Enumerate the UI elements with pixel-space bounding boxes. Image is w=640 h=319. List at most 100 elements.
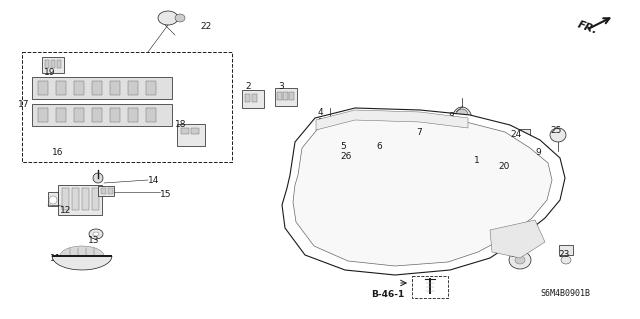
Bar [110, 81, 120, 95]
Bar [101, 188, 106, 194]
Bar [38, 108, 48, 122]
Bar [252, 94, 257, 102]
Bar [56, 81, 66, 95]
Text: 18: 18 [175, 120, 186, 129]
Bar [92, 108, 102, 122]
Circle shape [432, 142, 528, 238]
Bar [22, 52, 232, 162]
Bar [92, 188, 99, 210]
Text: 24: 24 [510, 130, 521, 139]
Ellipse shape [515, 132, 525, 142]
Bar [242, 90, 264, 108]
Bar [516, 163, 521, 171]
Bar [498, 160, 522, 176]
Ellipse shape [457, 121, 467, 131]
Bar [277, 92, 282, 100]
Bar [128, 81, 138, 95]
Bar [191, 128, 199, 134]
Ellipse shape [382, 165, 394, 175]
Bar [521, 240, 526, 247]
Bar [74, 81, 84, 95]
Bar [45, 60, 49, 68]
Ellipse shape [515, 256, 525, 264]
Bar [32, 104, 172, 126]
Bar [342, 138, 358, 148]
Bar [74, 108, 84, 122]
Text: 22: 22 [200, 22, 211, 31]
Ellipse shape [561, 256, 571, 264]
Text: FR.: FR. [576, 20, 599, 36]
Bar [513, 147, 527, 157]
Polygon shape [282, 108, 565, 275]
Text: 8: 8 [448, 112, 454, 121]
Ellipse shape [481, 147, 495, 165]
Ellipse shape [509, 251, 531, 269]
Bar [38, 81, 48, 95]
Text: 5: 5 [340, 142, 346, 151]
Bar [98, 186, 114, 196]
Ellipse shape [422, 140, 434, 150]
Polygon shape [52, 256, 112, 270]
Bar [146, 81, 156, 95]
Bar [559, 245, 573, 255]
Ellipse shape [380, 140, 396, 156]
Ellipse shape [484, 133, 492, 141]
Text: 4: 4 [318, 108, 324, 117]
Text: 6: 6 [376, 142, 381, 151]
Text: 7: 7 [510, 238, 516, 247]
Ellipse shape [93, 232, 99, 236]
Ellipse shape [175, 14, 185, 22]
Ellipse shape [540, 149, 546, 155]
Bar [62, 188, 69, 210]
Ellipse shape [60, 246, 104, 266]
Bar [509, 163, 514, 171]
Text: 26: 26 [340, 152, 351, 161]
Bar [51, 60, 55, 68]
Polygon shape [316, 110, 468, 130]
Bar [289, 92, 294, 100]
Text: 15: 15 [160, 190, 172, 199]
Text: S6M4B0901B: S6M4B0901B [540, 289, 590, 298]
Text: 25: 25 [550, 126, 561, 135]
Bar [92, 81, 102, 95]
Bar [511, 237, 529, 251]
Bar [56, 108, 66, 122]
Text: 2: 2 [245, 82, 251, 91]
Text: B-46-1: B-46-1 [371, 290, 404, 299]
Ellipse shape [89, 229, 103, 239]
Text: 9: 9 [535, 148, 541, 157]
Text: 1: 1 [474, 156, 480, 165]
Bar [181, 128, 189, 134]
Bar [128, 108, 138, 122]
Ellipse shape [452, 107, 472, 133]
Bar [412, 276, 448, 298]
Bar [177, 124, 205, 146]
Bar [275, 88, 297, 106]
Text: 16: 16 [52, 148, 63, 157]
Bar [283, 92, 288, 100]
Text: 7: 7 [416, 128, 422, 137]
Bar [48, 192, 58, 206]
Text: 23: 23 [558, 250, 570, 259]
Circle shape [440, 150, 520, 230]
Bar [245, 94, 250, 102]
Ellipse shape [158, 11, 178, 25]
Bar [57, 60, 61, 68]
Bar [32, 77, 172, 99]
Text: 12: 12 [60, 206, 72, 215]
Ellipse shape [93, 173, 103, 183]
Circle shape [318, 133, 438, 253]
Bar [58, 185, 102, 215]
Text: 11: 11 [50, 254, 61, 263]
Bar [514, 240, 519, 247]
Text: 19: 19 [44, 68, 56, 77]
Text: 20: 20 [498, 162, 509, 171]
Ellipse shape [536, 145, 550, 159]
Polygon shape [490, 220, 545, 258]
Bar [510, 129, 530, 145]
Bar [72, 188, 79, 210]
Ellipse shape [550, 128, 566, 142]
Ellipse shape [456, 109, 468, 121]
Bar [110, 108, 120, 122]
Polygon shape [293, 116, 552, 266]
